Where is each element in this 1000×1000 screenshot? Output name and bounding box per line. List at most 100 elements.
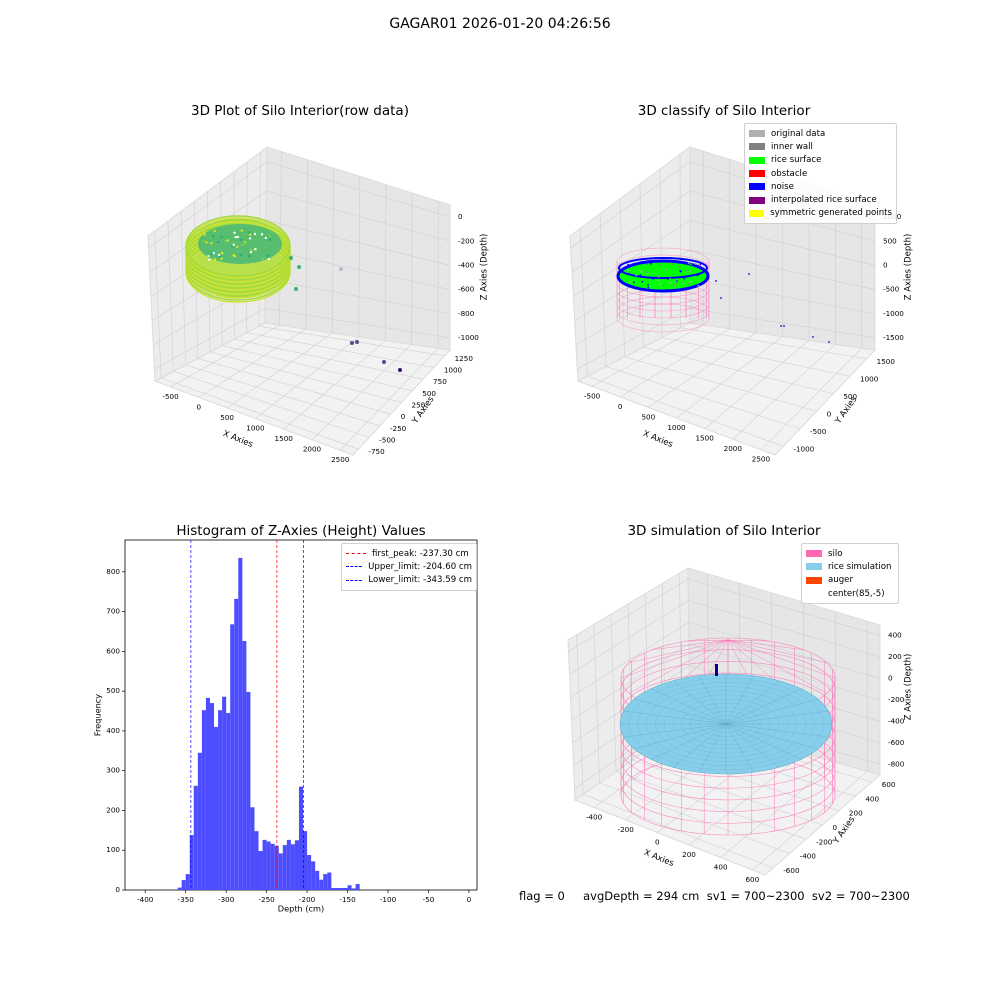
p2-legend-item: obstacle — [749, 167, 892, 180]
p1-surface-point — [202, 239, 205, 242]
histogram-bar — [303, 831, 308, 890]
p4-rice-spoke — [725, 723, 780, 768]
p2-xgrid — [591, 324, 704, 387]
p1-surface-point — [207, 256, 210, 259]
p1-outlier-point — [297, 265, 301, 269]
p4-legend-item: rice simulation — [806, 560, 894, 573]
p2-xgrid — [704, 340, 810, 429]
p2-legend-label: interpolated rice surface — [771, 195, 877, 206]
p3-ytick-label: 0 — [115, 885, 120, 894]
p2-class-point — [646, 272, 649, 275]
p1-silo-ring — [185, 215, 291, 277]
p3-legend-line — [346, 566, 363, 568]
p1-ztick: -800 — [458, 309, 475, 318]
histogram-bar — [226, 713, 231, 890]
p3-legend-item: Upper_limit: -204.60 cm — [346, 560, 472, 573]
p1-surface-point — [220, 257, 223, 260]
p4-roof-rib — [727, 639, 804, 650]
p1-ytick: -500 — [379, 436, 396, 445]
p1-outlier-point — [350, 341, 354, 345]
p4-roof-rib — [727, 639, 836, 679]
p1-zgrid — [265, 278, 451, 315]
p2-class-point — [672, 263, 674, 266]
p1-xtick: 2500 — [331, 455, 350, 464]
p1-zgrid-left — [154, 308, 266, 370]
p4-zgrid-left — [570, 622, 689, 698]
p1-surface-point — [233, 231, 236, 234]
p1-surface-point — [248, 233, 252, 236]
p4-legend-swatch — [806, 563, 822, 571]
p1-ytick: 750 — [433, 377, 447, 386]
p4-ztick: -800 — [888, 759, 905, 768]
p2-legend-label: noise — [771, 181, 794, 192]
histogram-bar — [327, 872, 332, 890]
p2-noise-point — [812, 336, 814, 338]
p4-rice-spoke — [725, 698, 818, 725]
p2-zgrid-left — [571, 190, 691, 273]
p1-surface-point — [239, 253, 242, 257]
p1-surface-point — [203, 233, 206, 236]
p4-rice-spoke — [725, 710, 829, 725]
p4-ztick: -600 — [888, 738, 905, 747]
p3-ytick-label: 400 — [106, 726, 120, 735]
histogram-bar — [193, 785, 198, 890]
p1-ygrid — [197, 358, 391, 415]
histogram-bar — [278, 853, 283, 890]
histogram-bar — [298, 786, 304, 890]
p4-xlabel: X Axies — [642, 848, 675, 869]
p2-ztick: 0 — [883, 260, 888, 269]
p2-zgrid — [689, 220, 876, 266]
p4-rice-spoke — [672, 723, 727, 768]
p2-legend-item: noise — [749, 180, 892, 193]
p3-xlabel: Depth (cm) — [278, 904, 324, 914]
p3-xtick-label: -150 — [339, 895, 356, 904]
p1-ygrid — [209, 351, 402, 403]
p2-ztick: -1000 — [883, 309, 904, 318]
p1-surface-point — [234, 235, 238, 239]
histogram-bar — [201, 710, 206, 890]
p2-xtick: 1000 — [667, 423, 686, 432]
p3-legend-line — [346, 553, 366, 555]
histogram-bar — [246, 691, 251, 890]
p2-class-point — [636, 262, 639, 265]
p4-roof-rib — [620, 639, 729, 679]
p4-rice-spoke — [725, 688, 802, 725]
p4-ztick: 200 — [888, 652, 902, 661]
histogram-bar — [181, 880, 186, 890]
p1-xtick: 500 — [220, 413, 234, 422]
p1-zgrid — [266, 161, 451, 218]
p1-surface-point — [233, 254, 237, 258]
histogram-bar — [270, 843, 275, 890]
p2-class-point — [629, 280, 631, 283]
p2-class-point — [627, 269, 629, 272]
p2-legend-label: rice surface — [771, 155, 822, 166]
p2-class-point — [639, 274, 642, 276]
p2-noise-point — [780, 325, 782, 327]
p1-surface-point — [207, 229, 210, 232]
p4-legend-swatch — [806, 590, 822, 598]
histogram-bar — [355, 884, 360, 890]
p2-legend-item: rice surface — [749, 154, 892, 167]
p2-class-point — [687, 262, 690, 264]
p4-rice-spoke — [634, 723, 727, 750]
p2-legend-swatch — [749, 130, 765, 138]
histogram-bar — [343, 888, 348, 890]
p1-surface-point — [210, 252, 213, 255]
p1-outlier-point — [382, 360, 386, 364]
p2-legend-label: original data — [771, 128, 826, 139]
p2-ygrid — [605, 366, 801, 430]
p1-surface-point — [232, 235, 236, 239]
p4-xtick: 0 — [655, 838, 660, 847]
p2-ygrid — [643, 346, 834, 395]
p1-outlier-point — [339, 267, 343, 271]
p2-zgrid-left — [577, 308, 691, 370]
p4-legend-label: center(85,-5) — [828, 588, 885, 599]
p2-ztick: 500 — [883, 236, 897, 245]
p4-ytick: 400 — [865, 794, 879, 803]
p1-surface-point — [267, 257, 270, 261]
p1-xgrid-wall — [305, 159, 308, 329]
p1-ygrid-wall — [180, 211, 186, 365]
p4-rice-spoke — [698, 723, 727, 773]
p1-xgrid-wall — [358, 176, 361, 337]
